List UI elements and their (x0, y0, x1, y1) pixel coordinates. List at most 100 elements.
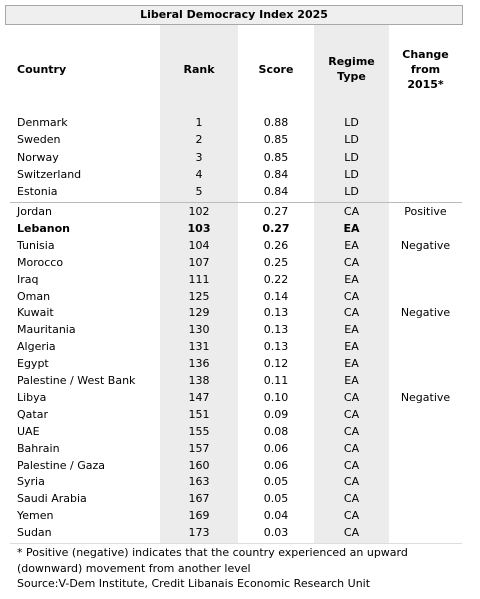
cell-regime: LD (344, 116, 359, 129)
cell-score: 0.27 (263, 205, 289, 218)
cell-change: Negative (400, 306, 451, 320)
cell-score: 0.14 (263, 289, 289, 303)
cell-regime: CA (343, 289, 360, 303)
cell-rank: 5 (195, 185, 203, 199)
cell-country: Sudan (17, 526, 52, 540)
cell-regime: EA (344, 357, 359, 371)
cell-rank: 104 (188, 238, 210, 252)
cell-rank: 169 (188, 509, 210, 523)
cell-country: Qatar (17, 407, 48, 421)
column-header: Rank (183, 62, 215, 76)
cell-regime: CA (343, 424, 360, 438)
cell-score: 0.09 (263, 407, 289, 421)
cell-regime: LD (344, 185, 359, 199)
cell-rank: 160 (188, 458, 210, 472)
cell-score: 0.26 (263, 238, 289, 252)
cell-rank: 2 (195, 133, 203, 147)
cell-country: Lebanon (17, 221, 70, 235)
cell-country: Yemen (17, 509, 54, 523)
cell-rank: 1 (195, 116, 203, 129)
cell-country: Kuwait (17, 306, 54, 320)
cell-country: Syria (17, 475, 45, 489)
cell-regime: LD (344, 167, 359, 181)
cell-regime: EA (344, 374, 359, 387)
cell-rank: 125 (188, 289, 210, 303)
cell-regime: CA (343, 306, 360, 320)
cell-regime: EA (344, 340, 359, 354)
cell-country: Egypt (17, 357, 49, 371)
cell-regime: CA (343, 255, 360, 269)
column-header: Regime Type (328, 55, 375, 83)
column-header: Country (17, 62, 67, 76)
group-separator (10, 202, 462, 203)
cell-country: Libya (17, 390, 47, 404)
cell-score: 0.27 (262, 221, 290, 235)
cell-country: Estonia (17, 185, 58, 199)
cell-regime: CA (343, 407, 360, 421)
column-header: Score (258, 62, 294, 76)
cell-score: 0.12 (263, 357, 289, 371)
cell-country: Mauritania (17, 323, 76, 337)
cell-regime: CA (343, 509, 360, 523)
regime-band (314, 24, 389, 543)
cell-country: Saudi Arabia (17, 492, 87, 506)
cell-regime: EA (344, 238, 359, 252)
cell-rank: 147 (188, 390, 210, 404)
cell-regime: CA (343, 475, 360, 489)
cell-rank: 111 (188, 272, 210, 286)
cell-regime: CA (343, 205, 360, 218)
cell-score: 0.84 (263, 185, 289, 199)
cell-country: Norway (17, 150, 59, 164)
cell-country: Iraq (17, 272, 39, 286)
cell-score: 0.05 (263, 492, 289, 506)
footnote: * Positive (negative) indicates that the… (17, 546, 408, 559)
table-title: Liberal Democracy Index 2025 (5, 5, 463, 25)
column-header: Change from 2015* (402, 47, 449, 91)
cell-regime: CA (343, 492, 360, 506)
cell-regime: EA (344, 272, 359, 286)
cell-score: 0.13 (263, 323, 289, 337)
cell-country: Morocco (17, 255, 64, 269)
cell-rank: 130 (188, 323, 210, 337)
cell-regime: CA (343, 526, 360, 540)
cell-score: 0.04 (263, 509, 289, 523)
cell-score: 0.22 (263, 272, 289, 286)
cell-country: Jordan (17, 205, 52, 218)
cell-rank: 151 (188, 407, 210, 421)
cell-change: Negative (400, 238, 451, 252)
cell-score: 0.13 (263, 340, 289, 354)
cell-score: 0.13 (263, 306, 289, 320)
cell-score: 0.08 (263, 424, 289, 438)
cell-country: Switzerland (17, 167, 82, 181)
cell-rank: 157 (188, 441, 210, 455)
cell-country: Oman (17, 289, 51, 303)
source: Source:V-Dem Institute, Credit Libanais … (17, 577, 371, 590)
cell-rank: 173 (188, 526, 210, 540)
cell-score: 0.06 (263, 458, 289, 472)
cell-rank: 136 (188, 357, 210, 371)
cell-score: 0.85 (263, 150, 289, 164)
cell-country: Bahrain (17, 441, 60, 455)
cell-score: 0.05 (263, 475, 289, 489)
cell-score: 0.84 (263, 167, 289, 181)
cell-rank: 155 (188, 424, 210, 438)
cell-score: 0.88 (263, 116, 289, 129)
cell-rank: 107 (188, 255, 210, 269)
cell-score: 0.10 (263, 390, 289, 404)
cell-regime: LD (344, 150, 359, 164)
table-bottom (10, 543, 462, 544)
cell-rank: 167 (188, 492, 210, 506)
cell-regime: EA (343, 221, 360, 235)
footnote: (downward) movement from another level (17, 561, 251, 575)
cell-rank: 129 (188, 306, 210, 320)
cell-country: Algeria (17, 340, 56, 354)
cell-country: Palestine / Gaza (17, 458, 106, 472)
cell-score: 0.85 (263, 133, 289, 147)
cell-rank: 3 (195, 150, 203, 164)
cell-regime: CA (343, 390, 360, 404)
cell-rank: 163 (188, 475, 210, 489)
cell-country: Sweden (17, 133, 61, 147)
cell-country: Palestine / West Bank (17, 374, 136, 387)
cell-score: 0.11 (263, 374, 289, 387)
